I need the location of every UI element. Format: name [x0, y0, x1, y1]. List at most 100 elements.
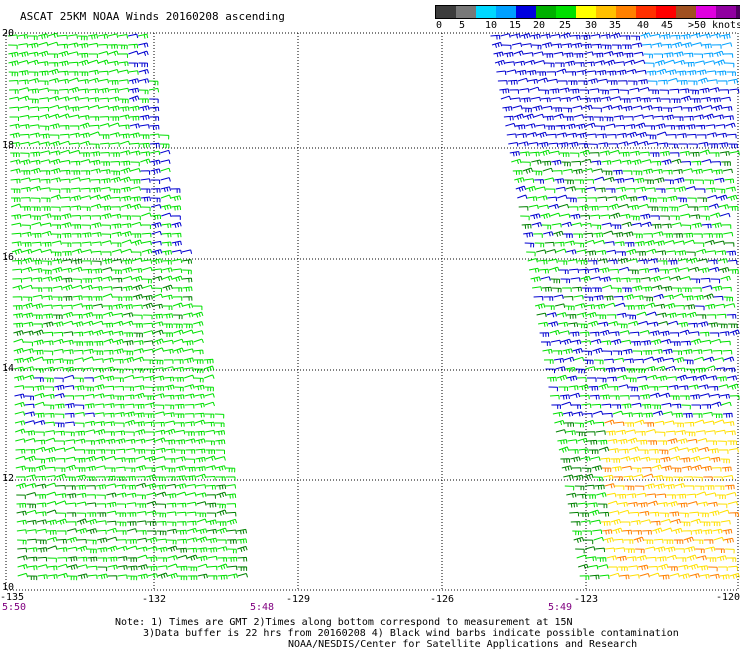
- wind-barb: [698, 446, 710, 453]
- wind-barb: [567, 502, 578, 508]
- wind-barb: [636, 492, 647, 498]
- wind-barb: [75, 457, 86, 463]
- wind-barb: [216, 509, 227, 516]
- wind-barb: [129, 142, 140, 148]
- wind-barb: [556, 68, 567, 74]
- legend-label-7: 35: [609, 20, 622, 31]
- wind-barb: [175, 475, 186, 481]
- wind-barb: [580, 34, 591, 40]
- wind-barb: [596, 492, 607, 498]
- wind-barb: [84, 403, 95, 409]
- wind-barb: [113, 348, 124, 355]
- wind-barb: [710, 97, 721, 103]
- wind-barb: [21, 257, 33, 264]
- wind-barb: [687, 257, 698, 264]
- wind-barb: [573, 474, 584, 481]
- wind-barb: [216, 521, 227, 526]
- wind-barb: [103, 330, 114, 336]
- wind-barb: [701, 223, 712, 229]
- wind-barb: [103, 338, 114, 344]
- wind-barb: [540, 276, 551, 281]
- wind-barb: [522, 167, 534, 174]
- wind-barb: [690, 455, 701, 462]
- wind-barb: [496, 70, 507, 76]
- wind-barb: [145, 431, 155, 436]
- wind-barb: [562, 168, 573, 174]
- wind-barb: [574, 62, 585, 67]
- wind-barb: [166, 521, 177, 527]
- wind-barb: [94, 374, 105, 381]
- wind-barb: [85, 429, 96, 434]
- wind-barb: [715, 124, 726, 129]
- wind-barb: [83, 348, 94, 354]
- wind-barb: [68, 61, 79, 67]
- wind-barb: [672, 169, 683, 174]
- wind-barb: [96, 537, 108, 544]
- wind-barb: [576, 554, 587, 560]
- wind-barb: [705, 365, 716, 370]
- wind-barb: [82, 312, 94, 318]
- wind-barb: [114, 422, 125, 428]
- lon-label-135: -135: [0, 592, 25, 603]
- wind-barb: [612, 169, 623, 175]
- wind-barb: [139, 124, 150, 129]
- wind-barb: [641, 159, 652, 164]
- wind-barb: [588, 449, 599, 454]
- wind-barb: [177, 575, 188, 581]
- wind-barb: [20, 159, 31, 166]
- wind-barb: [187, 575, 198, 581]
- wind-barb: [99, 123, 110, 128]
- wind-barb: [575, 123, 586, 130]
- wind-barb: [129, 132, 140, 139]
- wind-barb: [596, 70, 607, 76]
- wind-barb: [10, 152, 20, 157]
- wind-barb: [72, 295, 83, 301]
- wind-barb: [545, 305, 555, 310]
- wind-barb: [673, 357, 685, 363]
- wind-barb: [704, 485, 715, 490]
- wind-barb: [116, 530, 127, 535]
- wind-barb: [30, 159, 41, 165]
- wind-barb: [104, 412, 115, 418]
- lat-label-14: 14: [2, 363, 15, 374]
- wind-barb: [580, 97, 591, 103]
- wind-barb: [668, 206, 679, 212]
- wind-barb: [574, 485, 585, 491]
- wind-barb: [663, 539, 674, 544]
- wind-barb: [729, 395, 740, 400]
- wind-barb: [646, 374, 658, 381]
- wind-barb: [19, 114, 30, 120]
- wind-barb: [226, 503, 237, 508]
- wind-barb: [182, 312, 194, 318]
- wind-barb: [622, 412, 633, 418]
- wind-barb: [516, 133, 527, 138]
- wind-barb: [636, 311, 647, 317]
- wind-barb: [76, 512, 87, 518]
- wind-barb: [37, 547, 48, 553]
- wind-barb: [204, 393, 215, 398]
- wind-barb: [226, 493, 237, 499]
- wind-barb: [723, 53, 734, 58]
- wind-barb: [552, 170, 563, 175]
- wind-barb: [702, 349, 713, 354]
- wind-barb: [697, 501, 708, 507]
- wind-barb: [119, 140, 131, 146]
- wind-barb: [120, 160, 131, 166]
- wind-barb: [153, 347, 165, 352]
- wind-barb: [674, 59, 686, 66]
- wind-barb: [195, 473, 207, 480]
- wind-barb: [564, 485, 575, 491]
- wind-barb: [25, 474, 37, 480]
- wind-barb: [73, 367, 84, 373]
- wind-barb: [603, 474, 614, 480]
- wind-barb: [675, 548, 685, 553]
- wind-barb: [70, 177, 81, 182]
- wind-barb: [653, 475, 664, 481]
- wind-barb: [133, 340, 144, 345]
- wind-barb: [78, 59, 89, 66]
- wind-barb: [75, 430, 85, 436]
- wind-barb: [546, 312, 557, 318]
- wind-barb: [123, 356, 135, 363]
- wind-barb: [583, 359, 594, 365]
- wind-barb: [45, 482, 57, 488]
